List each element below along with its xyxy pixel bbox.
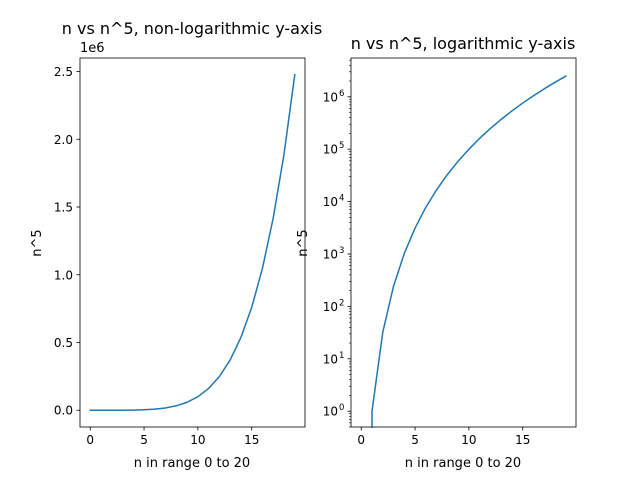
log-series-line bbox=[371, 75, 567, 428]
log-y-tick-label: 10 bbox=[323, 143, 338, 157]
linear-chart-title: n vs n^5, non-logarithmic y-axis bbox=[62, 19, 322, 38]
log-y-axis-label: n^5 bbox=[296, 229, 311, 256]
log-y-tick-exponent: 0 bbox=[339, 403, 344, 413]
log-y-tick-label: 10 bbox=[323, 195, 338, 209]
log-y-tick-label: 10 bbox=[323, 300, 338, 314]
log-y-tick-exponent: 3 bbox=[339, 246, 344, 256]
log-plot-frame bbox=[350, 57, 577, 428]
log-x-tick-label: 0 bbox=[357, 433, 365, 447]
log-y-tick-exponent: 4 bbox=[339, 194, 344, 204]
linear-y-offset-label: 1e6 bbox=[80, 41, 105, 56]
linear-y-tick-label: 2.5 bbox=[54, 65, 73, 79]
log-x-tick-label: 5 bbox=[411, 433, 419, 447]
linear-y-tick-label: 1.5 bbox=[54, 201, 73, 215]
log-y-tick-label: 10 bbox=[323, 90, 338, 104]
linear-x-axis-label: n in range 0 to 20 bbox=[134, 456, 250, 471]
log-x-tick-label: 15 bbox=[515, 433, 530, 447]
linear-chart: n vs n^5, non-logarithmic y-axis 1e6 n i… bbox=[30, 19, 322, 471]
linear-x-tick-label: 10 bbox=[190, 433, 205, 447]
log-x-axis-label: n in range 0 to 20 bbox=[405, 456, 521, 471]
log-y-tick-label: 10 bbox=[323, 405, 338, 419]
log-chart: n vs n^5, logarithmic y-axis n in range … bbox=[296, 34, 577, 471]
log-y-tick-exponent: 2 bbox=[339, 298, 344, 308]
linear-x-tick-label: 5 bbox=[140, 433, 148, 447]
log-y-tick-exponent: 6 bbox=[339, 89, 344, 99]
log-x-tick-label: 10 bbox=[461, 433, 476, 447]
linear-y-tick-label: 1.0 bbox=[54, 268, 73, 282]
linear-y-tick-label: 0.0 bbox=[54, 404, 73, 418]
linear-y-tick-label: 2.0 bbox=[54, 133, 73, 147]
linear-x-tick-label: 15 bbox=[244, 433, 259, 447]
linear-series-line bbox=[89, 73, 296, 411]
log-y-tick-exponent: 1 bbox=[339, 351, 344, 361]
log-y-tick-exponent: 5 bbox=[339, 141, 344, 151]
log-y-tick-label: 10 bbox=[323, 248, 338, 262]
linear-y-axis-label: n^5 bbox=[30, 229, 45, 256]
log-chart-title: n vs n^5, logarithmic y-axis bbox=[351, 34, 576, 53]
log-y-tick-label: 10 bbox=[323, 352, 338, 366]
linear-x-tick-label: 0 bbox=[86, 433, 94, 447]
linear-y-tick-label: 0.5 bbox=[54, 336, 73, 350]
linear-plot-frame bbox=[79, 57, 306, 428]
